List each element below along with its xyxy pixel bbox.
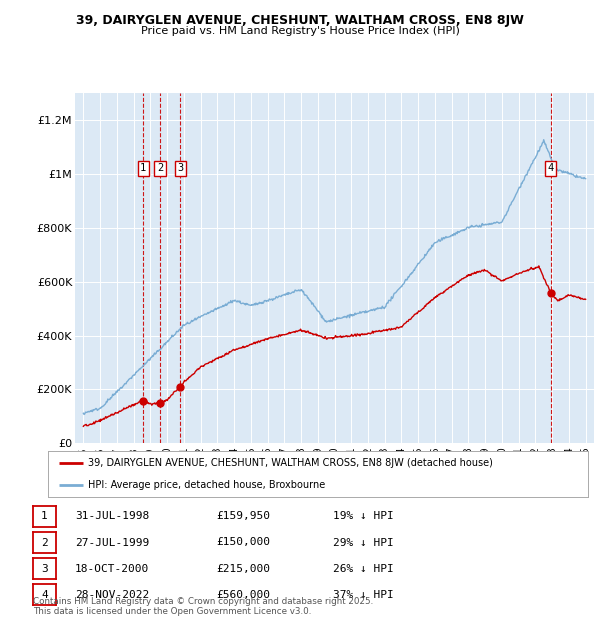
Text: £215,000: £215,000 <box>216 564 270 574</box>
Text: 4: 4 <box>41 590 48 600</box>
Text: 1: 1 <box>41 512 48 521</box>
Text: 2: 2 <box>157 164 163 174</box>
Text: 28-NOV-2022: 28-NOV-2022 <box>75 590 149 600</box>
Text: 19% ↓ HPI: 19% ↓ HPI <box>333 512 394 521</box>
Text: £560,000: £560,000 <box>216 590 270 600</box>
Text: This data is licensed under the Open Government Licence v3.0.: This data is licensed under the Open Gov… <box>33 606 311 616</box>
Text: £159,950: £159,950 <box>216 512 270 521</box>
Text: 2: 2 <box>41 538 48 547</box>
Text: 18-OCT-2000: 18-OCT-2000 <box>75 564 149 574</box>
Text: 39, DAIRYGLEN AVENUE, CHESHUNT, WALTHAM CROSS, EN8 8JW (detached house): 39, DAIRYGLEN AVENUE, CHESHUNT, WALTHAM … <box>89 458 493 468</box>
Text: 3: 3 <box>178 164 184 174</box>
Text: 39, DAIRYGLEN AVENUE, CHESHUNT, WALTHAM CROSS, EN8 8JW: 39, DAIRYGLEN AVENUE, CHESHUNT, WALTHAM … <box>76 14 524 27</box>
Text: 27-JUL-1999: 27-JUL-1999 <box>75 538 149 547</box>
Text: 29% ↓ HPI: 29% ↓ HPI <box>333 538 394 547</box>
Text: HPI: Average price, detached house, Broxbourne: HPI: Average price, detached house, Brox… <box>89 480 326 490</box>
Text: 26% ↓ HPI: 26% ↓ HPI <box>333 564 394 574</box>
Text: Contains HM Land Registry data © Crown copyright and database right 2025.: Contains HM Land Registry data © Crown c… <box>33 597 373 606</box>
Text: 31-JUL-1998: 31-JUL-1998 <box>75 512 149 521</box>
Text: £150,000: £150,000 <box>216 538 270 547</box>
Text: 37% ↓ HPI: 37% ↓ HPI <box>333 590 394 600</box>
Text: 3: 3 <box>41 564 48 574</box>
Text: 1: 1 <box>140 164 146 174</box>
Text: 4: 4 <box>548 164 554 174</box>
Text: Price paid vs. HM Land Registry's House Price Index (HPI): Price paid vs. HM Land Registry's House … <box>140 26 460 36</box>
